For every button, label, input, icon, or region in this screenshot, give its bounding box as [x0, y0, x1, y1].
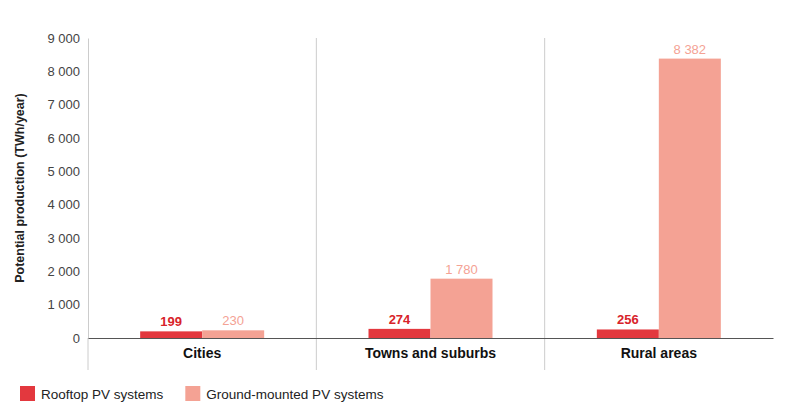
y-tick-label: 3 000 [47, 231, 80, 246]
category-separator [544, 38, 545, 370]
x-tick: Towns and suburbs [365, 338, 496, 361]
legend-item: Rooftop PV systems [20, 386, 164, 402]
bar [659, 59, 721, 338]
data-label: 199 [160, 314, 182, 329]
y-tick: 4 000 [47, 197, 88, 212]
bar [369, 329, 431, 338]
legend-label: Rooftop PV systems [41, 387, 164, 402]
y-tick-label: 7 000 [47, 97, 80, 112]
bar [431, 279, 493, 338]
y-tick: 5 000 [47, 164, 88, 179]
y-tick: 6 000 [47, 131, 88, 146]
x-axis: Cities Towns and suburbs Rural areas [89, 338, 774, 361]
axis-extension [88, 338, 89, 370]
y-tick-label: 0 [73, 331, 80, 346]
y-tick: 9 000 [47, 31, 88, 46]
x-axis-line [89, 338, 774, 339]
data-label: 8 382 [674, 42, 707, 57]
category-separator [316, 38, 317, 370]
y-axis: 0 1 000 2 000 3 000 4 000 5 000 6 000 7 000 8 00… [47, 31, 88, 346]
data-label: 230 [222, 313, 244, 328]
x-tick: Rural areas [621, 338, 697, 361]
chart: 0 1 000 2 000 3 000 4 000 5 000 6 000 7 000 8 00… [0, 0, 800, 420]
y-tick-label: 9 000 [47, 31, 80, 46]
data-label: 274 [389, 312, 411, 327]
y-tick-label: 2 000 [47, 264, 80, 279]
x-tick: Cities [183, 338, 221, 361]
legend-swatch [20, 386, 35, 401]
bar [140, 331, 202, 338]
bar [597, 329, 659, 338]
y-tick-label: 4 000 [47, 197, 80, 212]
y-tick: 3 000 [47, 231, 88, 246]
y-tick: 0 [73, 331, 88, 346]
y-tick: 8 000 [47, 64, 88, 79]
y-tick: 7 000 [47, 97, 88, 112]
data-label: 1 780 [445, 262, 478, 277]
data-label: 256 [617, 312, 639, 327]
y-tick: 2 000 [47, 264, 88, 279]
bars [140, 59, 721, 338]
legend-item: Ground-mounted PV systems [185, 386, 383, 402]
x-tick-label: Cities [183, 345, 221, 361]
y-tick-label: 1 000 [47, 297, 80, 312]
y-axis-title: Potential production (TWh/year) [13, 93, 27, 283]
legend: Rooftop PV systems Ground-mounted PV syst… [20, 386, 384, 402]
y-tick-label: 8 000 [47, 64, 80, 79]
legend-swatch [185, 386, 200, 401]
legend-label: Ground-mounted PV systems [206, 387, 383, 402]
x-tick-label: Rural areas [621, 345, 697, 361]
plot: 0 1 000 2 000 3 000 4 000 5 000 6 000 7 000 8 00… [47, 31, 773, 370]
data-labels: 199 274 256 230 1 780 8 382 [160, 42, 706, 330]
y-axis-line [88, 39, 89, 339]
y-tick-label: 6 000 [47, 131, 80, 146]
y-tick: 1 000 [47, 297, 88, 312]
x-tick-label: Towns and suburbs [365, 345, 496, 361]
bar [202, 330, 264, 338]
y-tick-label: 5 000 [47, 164, 80, 179]
